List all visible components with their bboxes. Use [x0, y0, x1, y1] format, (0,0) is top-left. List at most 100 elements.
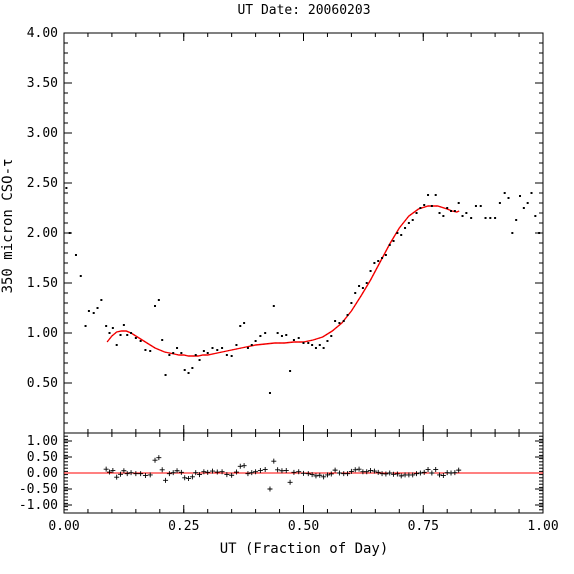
residual-point: [425, 466, 431, 472]
x-tick-label: 0.25: [168, 519, 199, 534]
residual-point: [394, 471, 400, 477]
residual-point: [328, 471, 334, 477]
data-point: [246, 347, 249, 349]
main-frame: [63, 32, 544, 434]
data-point: [453, 210, 456, 212]
data-point: [373, 262, 376, 264]
data-point: [470, 217, 473, 219]
residual-point: [313, 473, 319, 479]
residual-point: [410, 472, 416, 478]
data-point: [318, 344, 321, 346]
y-axis-label: 350 micron CSO-τ: [0, 159, 16, 294]
data-point: [119, 334, 122, 336]
data-point: [180, 352, 183, 354]
residual-point: [267, 486, 273, 492]
residual-point: [283, 467, 289, 473]
data-point: [326, 340, 329, 342]
data-point: [361, 287, 364, 289]
residual-point: [296, 469, 302, 475]
data-point: [285, 334, 288, 336]
data-point: [346, 314, 349, 316]
x-tick-label: 1.00: [527, 519, 558, 534]
chart-title: UT Date: 20060203: [237, 3, 370, 18]
residual-point: [114, 474, 120, 480]
main-ytick-label: 1.00: [27, 326, 58, 341]
data-point: [423, 204, 426, 206]
data-point: [87, 310, 90, 312]
residual-point: [421, 469, 427, 475]
residual-point: [201, 469, 207, 475]
residual-point: [159, 467, 165, 473]
data-point: [111, 327, 114, 329]
residual-point: [178, 469, 184, 475]
residual-point: [275, 467, 281, 473]
residual-point: [166, 471, 172, 477]
data-point: [176, 347, 179, 349]
residual-point: [364, 469, 370, 475]
data-point: [126, 334, 129, 336]
residual-point: [224, 472, 230, 478]
data-point: [322, 347, 325, 349]
residual-panel: 1.000.500.00-0.50-1.000.00 0.25 0.50 0.75 1.…: [19, 432, 559, 534]
data-point: [311, 344, 314, 346]
main-ytick-label: 3.50: [27, 76, 58, 91]
data-point: [498, 202, 501, 204]
main-ytick-label: 2.50: [27, 176, 58, 191]
residual-point: [233, 469, 239, 475]
data-point: [407, 222, 410, 224]
data-point: [289, 370, 292, 372]
data-point: [172, 352, 175, 354]
residual-point: [301, 470, 306, 476]
residual-point: [189, 474, 195, 480]
data-point: [484, 217, 487, 219]
residual-point: [103, 466, 109, 472]
data-point: [250, 344, 253, 346]
resid-ytick-label: 0.00: [27, 466, 58, 481]
residual-point: [317, 472, 323, 478]
resid-ytick-label: 1.00: [27, 434, 58, 449]
data-point: [338, 322, 341, 324]
resid-ytick-label: -0.50: [19, 482, 58, 497]
residual-point: [133, 471, 139, 477]
residual-point: [291, 469, 297, 475]
data-point: [511, 232, 514, 234]
data-point: [526, 202, 529, 204]
data-point: [139, 340, 142, 342]
fit-curve-dots: [106, 205, 460, 357]
x-tick-label: 0.00: [48, 519, 79, 534]
data-point: [354, 292, 357, 294]
data-point: [538, 232, 541, 234]
residual-point: [156, 455, 162, 461]
residual-point: [356, 466, 362, 472]
main-panel: 4.00 3.50 3.00 2.50 2.00 1.50 1.00 0.50: [27, 26, 544, 434]
data-point: [404, 227, 407, 229]
residual-point: [209, 468, 215, 474]
residual-point: [174, 468, 180, 474]
residual-point: [182, 475, 188, 481]
data-point: [211, 347, 214, 349]
residual-point: [429, 470, 435, 476]
data-point: [442, 215, 445, 217]
data-point: [216, 349, 219, 351]
residual-point: [345, 471, 351, 477]
data-point: [358, 285, 361, 287]
data-point: [461, 215, 464, 217]
residual-point: [229, 472, 235, 478]
data-point: [297, 337, 300, 339]
residual-point: [257, 467, 263, 473]
data-point: [191, 367, 194, 369]
data-point: [396, 232, 399, 234]
data-point: [400, 234, 403, 236]
data-point: [79, 275, 82, 277]
x-tick-label: 0.75: [408, 519, 439, 534]
main-ytick-label: 4.00: [27, 26, 58, 41]
residual-point: [305, 471, 311, 477]
data-point: [503, 192, 506, 194]
residual-point: [452, 470, 458, 476]
data-point: [507, 197, 510, 199]
data-point: [302, 342, 305, 344]
residual-point: [414, 471, 420, 477]
residual-point: [348, 468, 354, 474]
data-point: [534, 215, 537, 217]
data-point: [259, 335, 262, 337]
